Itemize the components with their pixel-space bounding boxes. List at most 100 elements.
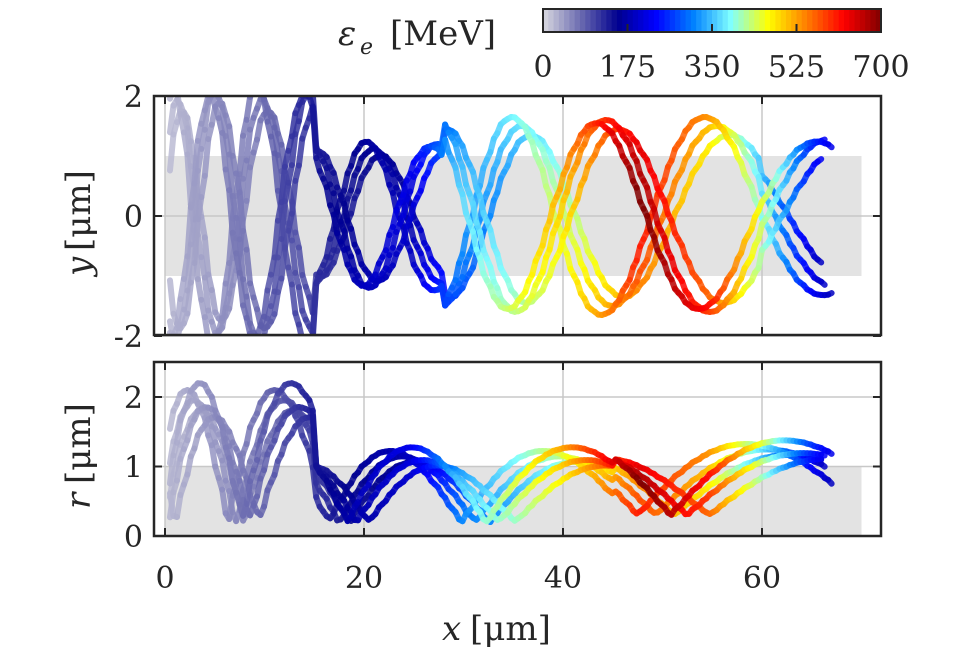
colorbar: 0 175 350 525 700 ε e [MeV] [338,8,910,85]
colorbar-gradient [543,9,882,32]
colorbar-cell [838,9,845,32]
trajectory-segment-y [469,228,480,253]
trajectory-segment-r [309,407,320,469]
colorbar-cell [759,9,766,32]
trajectory-segment-r [825,448,835,457]
trajectory-segment-y [814,256,825,266]
colorbar-cell [616,9,623,32]
bottom-axes-frame [152,360,883,538]
colorbar-cell [796,9,803,32]
colorbar-cell [585,9,592,32]
colorbar-cell [590,9,597,32]
colorbar-cell [822,9,829,32]
trajectory-segment-y [173,340,176,341]
trajectory-segment-y [261,97,271,125]
trajectory-segment-r [173,455,184,484]
xlabel-unit: [μm] [470,609,551,649]
trajectory-segment-y [323,235,334,260]
trajectory-segment-y [271,254,281,295]
x-axis-label: x [μm] [442,609,551,649]
trajectory-segment-y [191,216,201,266]
trajectory-segment-y [309,339,312,344]
top-ylabel-var: y [59,256,99,278]
colorbar-label-var: ε [338,14,356,54]
trajectory-segment-y [278,198,288,242]
trajectory-segment-y [755,246,765,272]
colorbar-cell [659,9,666,32]
trajectory-segment-y [226,187,236,236]
trajectory-segment-r [166,489,177,521]
trajectory-segment-y [254,117,264,143]
colorbar-cell [611,9,618,32]
colorbar-cell [680,9,687,32]
trajectory-segment-r [166,452,177,487]
trajectory-segment-y [208,340,211,345]
colorbar-tick-label: 700 [852,50,909,85]
trajectory-segment-y [469,200,480,226]
colorbar-cell [770,9,776,32]
colorbar-cell [553,9,560,32]
trajectory-segment-y [198,172,208,201]
colorbar-cell [696,9,703,32]
trajectory-segment-y [825,141,835,151]
colorbar-cell [817,9,824,32]
trajectory-segment-y [281,179,292,205]
trajectory-segment-y [184,204,194,260]
trajectory-segment-r [818,461,828,470]
trajectory-segment-y [166,131,177,174]
colorbar-cell [812,9,819,32]
trajectory-segment-r [208,442,219,470]
trajectory-segment-y [302,340,305,344]
trajectory-segment-y [219,280,229,322]
colorbar-cell [875,9,882,32]
x-tick-label: 40 [544,561,582,596]
colorbar-cell [569,9,576,32]
colorbar-label: ε e [MeV] [338,14,496,60]
bottom-ylabel-unit: [μm] [59,403,99,484]
trajectory-segment-y [288,131,299,169]
trajectory-segment-y [243,97,254,123]
xlabel-var: x [442,609,461,649]
bottom-y-tick-labels: 0 1 2 [124,381,143,555]
colorbar-cell [807,9,813,32]
trajectory-segment-y [254,88,257,91]
colorbar-cell [632,9,639,32]
trajectory-segment-y [236,132,247,178]
trajectory-segment-y [233,170,243,196]
colorbar-cell [733,9,740,32]
trajectory-segment-y [271,289,281,318]
trajectory-segment-y [191,137,201,187]
colorbar-tick-label: 525 [768,50,825,85]
trajectory-segment-y [814,156,825,165]
trajectory-segment-y [257,338,260,340]
trajectory-segment-r [226,455,236,484]
x-tick-label: 60 [743,561,781,596]
colorbar-cell [579,9,586,32]
trajectory-segment-y [257,88,260,92]
colorbar-ticks: 0 175 350 525 700 [533,24,910,85]
colorbar-cell [643,9,650,32]
trajectory-segment-r [236,477,247,503]
colorbar-cell [785,9,792,32]
trajectory-segment-y [201,234,212,278]
trajectory-segment-y [295,244,306,278]
colorbar-cell [690,9,697,32]
trajectory-segment-y [818,278,828,288]
colorbar-cell [543,9,549,32]
trajectory-segment-y [271,150,281,194]
colorbar-label-sub: e [360,35,373,60]
top-y-tick-label: -2 [114,320,143,355]
trajectory-segment-r [226,492,236,523]
bottom-y-axis-label: r [μm] [59,403,99,509]
trajectory-segment-y [476,229,487,254]
trajectory-segment-y [226,255,236,297]
colorbar-cell [627,9,634,32]
trajectory-segment-y [274,199,285,224]
trajectory-segment-r [219,457,229,484]
colorbar-cell [754,9,761,32]
colorbar-cell [854,9,861,32]
trajectory-segment-y [243,164,254,204]
trajectory-segment-y [288,281,299,317]
trajectory-segment-y [173,296,184,331]
trajectory-segment-y [222,133,233,158]
